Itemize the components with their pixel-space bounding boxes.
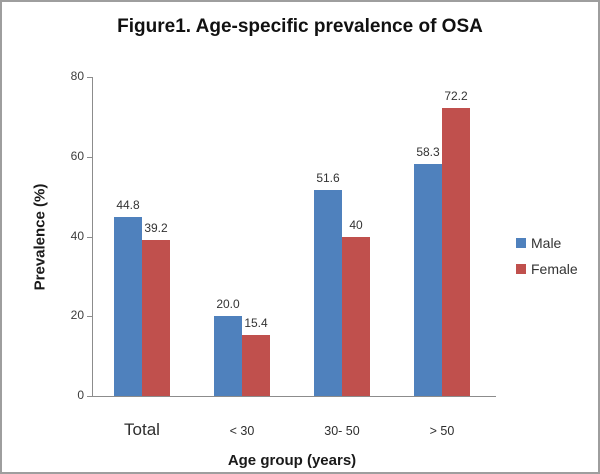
bar-value-label: 20.0	[216, 297, 240, 312]
legend-item-female: Female	[516, 261, 578, 277]
x-category-label: < 30	[229, 424, 255, 438]
bar-female-3	[342, 236, 370, 396]
y-tick-label: 0	[77, 388, 84, 402]
x-category-label: > 50	[429, 424, 455, 438]
x-axis-title: Age group (years)	[227, 452, 357, 469]
bar-value-label: 51.6	[316, 171, 340, 186]
bar-female-4	[442, 108, 470, 396]
x-category-label: Total	[124, 420, 160, 439]
y-tick-mark	[87, 156, 92, 158]
y-tick-label: 20	[70, 308, 84, 323]
y-tick-label: 60	[70, 148, 84, 163]
chart-title: Figure1. Age-specific prevalence of OSA	[117, 16, 483, 37]
y-tick-label: 40	[70, 228, 84, 243]
bar-value-label: 40	[349, 217, 363, 232]
bar-female-2	[242, 334, 270, 396]
y-tick-mark	[87, 236, 92, 238]
bar-value-label: 72.2	[444, 89, 468, 104]
bar-value-label: 39.2	[144, 220, 168, 235]
bar-value-label: 58.3	[416, 144, 440, 159]
legend-item-male: Male	[516, 235, 578, 251]
bar-value-label: 44.8	[116, 198, 140, 213]
legend-label: Male	[531, 235, 562, 251]
legend: Male Female	[516, 235, 578, 287]
legend-label: Female	[531, 261, 578, 277]
bar-male-2	[214, 316, 242, 396]
y-tick-mark	[87, 77, 92, 78]
y-tick-mark	[87, 396, 92, 397]
x-category-label: 30- 50	[324, 424, 360, 438]
legend-male-swatch-icon	[516, 238, 526, 248]
bar-male-1	[114, 217, 142, 396]
bar-male-3	[314, 190, 342, 396]
bar-value-label: 15.4	[244, 315, 268, 330]
bar-male-4	[414, 163, 442, 396]
y-tick-mark	[87, 316, 92, 318]
x-axis-line	[90, 396, 496, 397]
legend-female-swatch-icon	[516, 264, 526, 274]
bar-female-1	[142, 239, 170, 396]
y-axis-line	[92, 77, 93, 396]
y-tick-label: 80	[70, 69, 84, 83]
